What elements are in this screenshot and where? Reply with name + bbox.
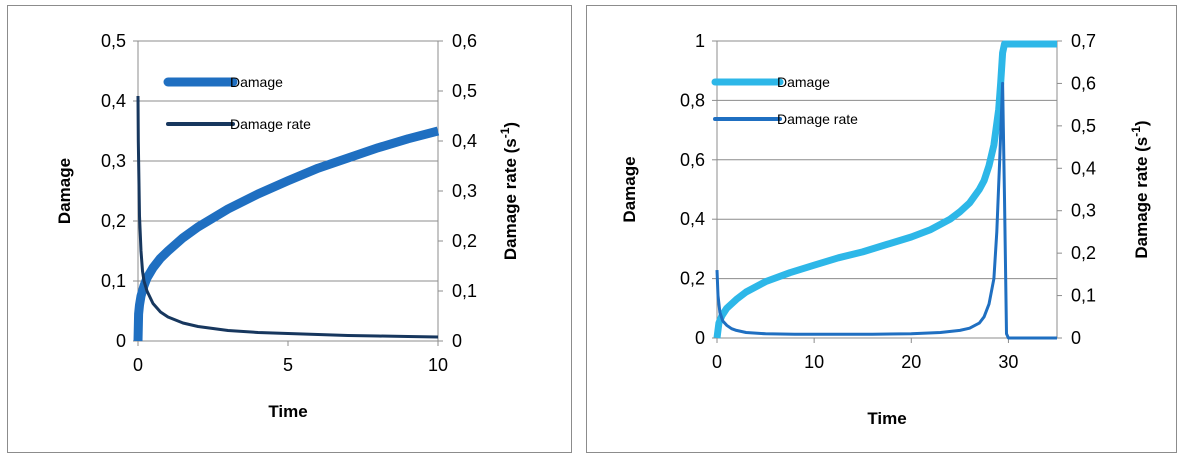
chart-panel-left: 0 0,1 0,2 0,3 0,4 0,5 0 0,1 0,2 0,3 0,4 0,5 0,6 0 5 10 D… [7,5,572,453]
x-tick-label: 20 [901,352,921,372]
y2-tick-label: 0,2 [452,231,477,251]
y-tick-label: 1 [695,31,705,51]
y-tick-label: 0,8 [680,90,705,110]
y2-tick-label: 0,3 [452,181,477,201]
series-line-damage-rate [715,81,1057,340]
x-tick-label: 10 [804,352,824,372]
y-tick-label: 0,4 [680,209,705,229]
x-tick-label: 0 [712,352,722,372]
y2-tick-label: 0 [1071,328,1081,348]
y2-tick-label: 0,5 [452,81,477,101]
y-axis-title: Damage [620,156,639,222]
y-tick-label: 0,5 [101,31,126,51]
y2-axis-title-end: ) [501,122,520,128]
y2-tick-label: 0,7 [1071,31,1096,51]
y2-tick-label: 0,4 [452,131,477,151]
y2-tick-label: 0,2 [1071,243,1096,263]
y-tick-label: 0,6 [680,150,705,170]
series-line-damage-rate [136,95,439,339]
legend-label: Damage rate [777,111,858,127]
y-axis-title: Damage [55,158,74,224]
y2-tick-label: 0,1 [452,281,477,301]
y2-tick-label: 0,6 [1071,73,1096,93]
x-axis-title: Time [867,409,906,428]
chart-panel-right: 0 0,2 0,4 0,6 0,8 1 0 0,1 0,2 0,3 0,4 0,5 0,6 0,7 0 10 2… [586,5,1177,453]
y2-tick-label: 0,3 [1071,201,1096,221]
legend-label: Damage [777,74,830,90]
y2-axis-title-main: Damage rate (s [501,138,520,260]
y2-tick-label: 0,4 [1071,158,1096,178]
x-tick-label: 30 [998,352,1018,372]
y2-axis-title-end: ) [1132,120,1151,126]
y-tick-label: 0,3 [101,151,126,171]
y2-axis-title-main: Damage rate (s [1132,137,1151,259]
y2-tick-label: 0 [452,331,462,351]
y2-axis-title: Damage rate (s-1) [1129,120,1151,258]
y2-tick-label: 0,5 [1071,116,1096,136]
y-tick-label: 0,4 [101,91,126,111]
x-tick-label: 10 [428,355,448,375]
legend-label: Damage rate [230,116,311,132]
series-line-damage [713,40,1057,339]
x-axis-title: Time [268,402,307,421]
y-tick-label: 0 [116,331,126,351]
y2-axis-title-superscript: -1 [1129,126,1143,137]
y2-axis-title-superscript: -1 [498,127,512,138]
y2-axis-title: Damage rate (s-1) [498,122,520,260]
y2-tick-label: 0,1 [1071,286,1096,306]
legend-label: Damage [230,74,283,90]
x-tick-label: 0 [133,355,143,375]
y-tick-label: 0,1 [101,271,126,291]
series-line-damage [133,126,440,342]
y-tick-label: 0,2 [101,211,126,231]
y2-tick-label: 0,6 [452,31,477,51]
y-tick-label: 0,2 [680,269,705,289]
x-tick-label: 5 [283,355,293,375]
y-tick-label: 0 [695,328,705,348]
chart-left: 0 0,1 0,2 0,3 0,4 0,5 0 0,1 0,2 0,3 0,4 0,5 0,6 0 5 10 D… [55,31,520,421]
